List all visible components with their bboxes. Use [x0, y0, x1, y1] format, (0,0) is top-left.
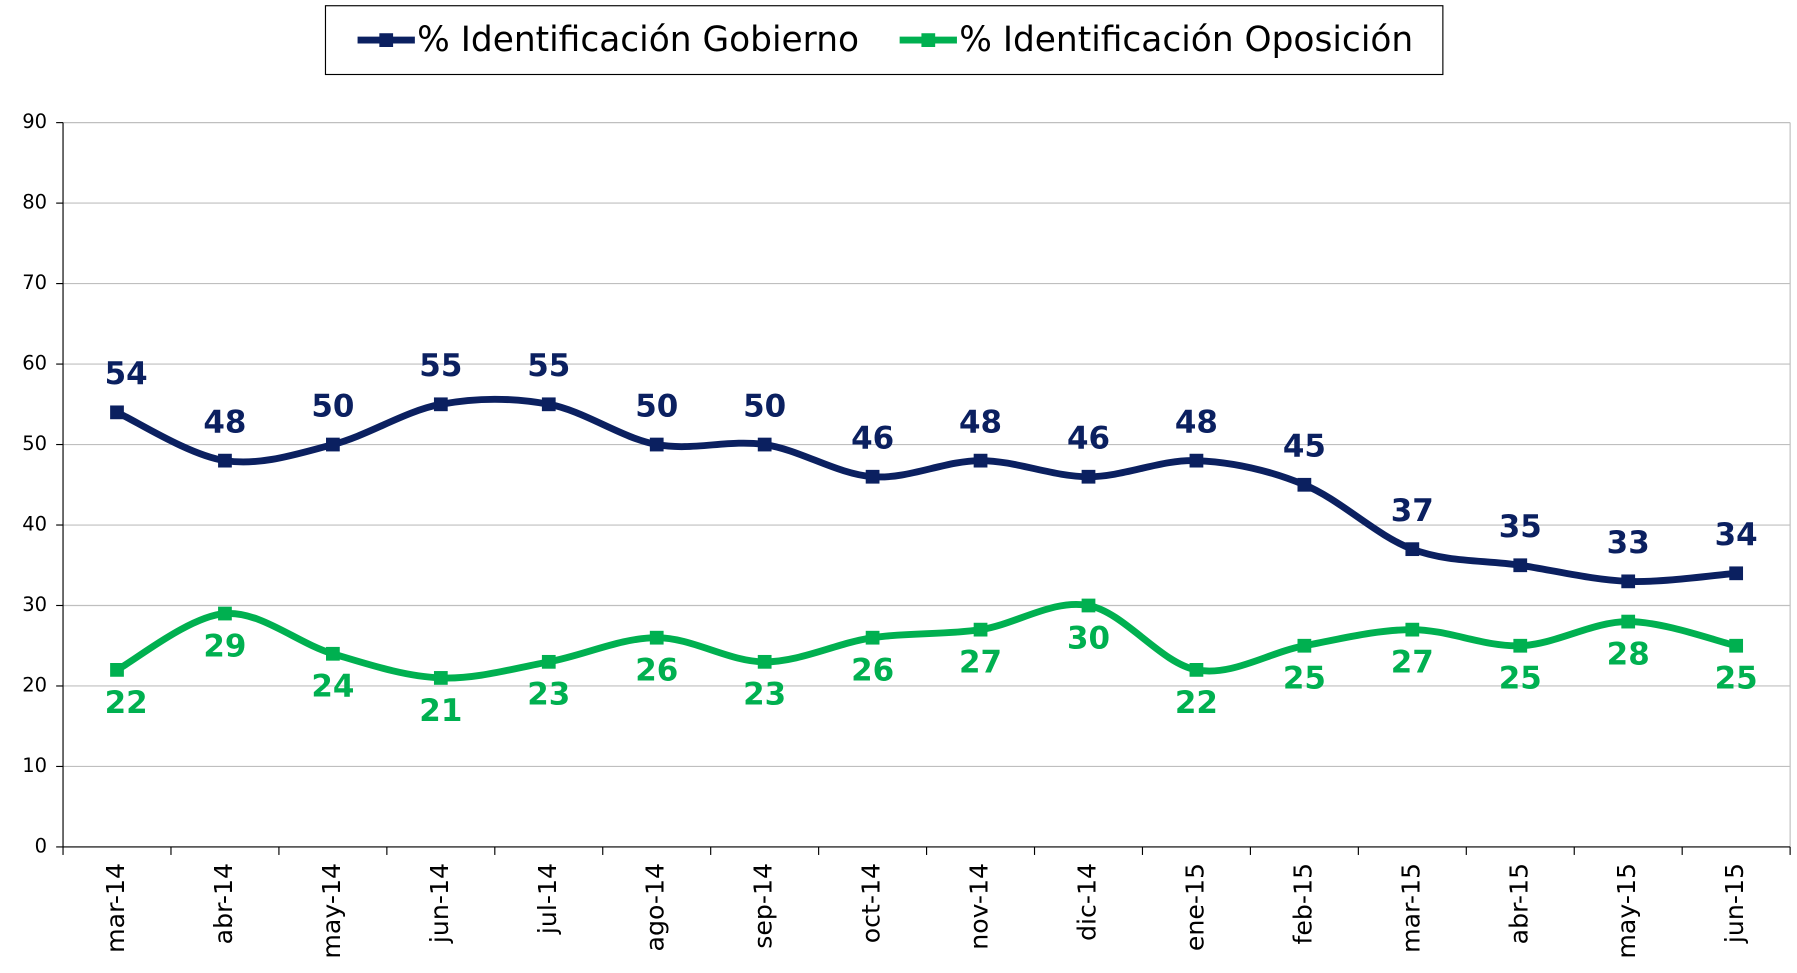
marker	[973, 453, 988, 468]
x-tick-label: sep-14	[749, 863, 778, 949]
y-tick-label: 10	[22, 754, 47, 777]
x-tick-label: may-15	[1612, 863, 1641, 959]
data-label: 48	[1175, 404, 1218, 440]
data-label: 29	[203, 628, 246, 664]
marker	[1405, 622, 1420, 637]
data-label: 25	[1715, 661, 1758, 697]
marker	[1189, 663, 1204, 677]
marker	[757, 654, 772, 669]
marker	[110, 663, 124, 677]
y-tick-label: 40	[22, 513, 47, 536]
data-label: 45	[1283, 429, 1326, 465]
data-label: 26	[851, 653, 894, 689]
data-label: 23	[743, 677, 786, 713]
marker	[865, 630, 880, 645]
y-tick-label: 0	[35, 834, 47, 857]
data-label: 54	[105, 356, 148, 392]
y-tick-label: 90	[22, 110, 47, 133]
y-tick-label: 30	[22, 593, 47, 616]
data-label: 22	[1175, 685, 1218, 721]
x-tick-label: dic-14	[1072, 863, 1101, 941]
marker	[973, 622, 988, 637]
data-label: 25	[1499, 661, 1542, 697]
data-label: 27	[1391, 645, 1434, 681]
x-tick-label: ago-14	[641, 863, 670, 952]
legend-marker	[921, 33, 936, 47]
y-tick-label: 70	[22, 271, 47, 294]
marker	[1405, 542, 1420, 557]
x-tick-label: mar-15	[1396, 863, 1425, 953]
x-tick-label: oct-14	[857, 863, 886, 943]
marker	[110, 405, 124, 420]
marker	[1189, 453, 1204, 468]
data-label: 22	[105, 685, 148, 721]
y-tick-label: 80	[22, 191, 47, 214]
x-tick-label: jun-14	[425, 863, 454, 944]
marker	[1513, 558, 1528, 573]
marker	[1621, 614, 1636, 629]
data-label: 46	[851, 421, 894, 457]
data-label: 28	[1607, 636, 1650, 672]
marker	[326, 437, 340, 452]
marker	[649, 437, 664, 452]
marker	[218, 453, 232, 468]
data-label: 55	[527, 348, 570, 384]
data-label: 50	[635, 388, 678, 424]
data-label: 24	[311, 669, 354, 705]
x-tick-label: abr-15	[1504, 863, 1533, 944]
marker	[541, 654, 556, 669]
marker	[433, 671, 448, 685]
marker	[218, 606, 232, 621]
marker	[541, 397, 556, 412]
marker	[1081, 469, 1096, 484]
marker	[649, 630, 664, 645]
x-tick-label: abr-14	[209, 863, 238, 944]
legend-box	[324, 5, 1444, 76]
marker	[1621, 574, 1636, 589]
marker	[1513, 638, 1528, 653]
data-label: 23	[527, 677, 570, 713]
data-label: 25	[1283, 661, 1326, 697]
y-tick-label: 60	[22, 352, 47, 375]
x-tick-label: nov-14	[965, 863, 994, 950]
data-label: 46	[1067, 421, 1110, 457]
data-label: 55	[419, 348, 462, 384]
marker	[1081, 598, 1096, 613]
marker	[1297, 477, 1312, 492]
marker	[326, 646, 340, 661]
marker	[865, 469, 880, 484]
x-tick-label: mar-14	[101, 863, 130, 953]
y-tick-label: 50	[22, 432, 47, 455]
data-label: 35	[1499, 509, 1542, 545]
data-label: 30	[1067, 620, 1110, 656]
x-tick-label: jul-14	[533, 863, 562, 935]
data-label: 21	[419, 693, 462, 729]
x-tick-label: feb-15	[1288, 863, 1317, 945]
line	[115, 600, 1737, 682]
data-label: 48	[203, 404, 246, 440]
data-label: 50	[743, 388, 786, 424]
x-tick-label: ene-15	[1180, 863, 1209, 951]
data-label: 37	[1391, 493, 1434, 529]
legend-marker	[379, 33, 394, 47]
data-label: 50	[311, 388, 354, 424]
data-label: 33	[1607, 525, 1650, 561]
x-tick-label: may-14	[317, 863, 346, 959]
x-tick-label: jun-15	[1720, 863, 1749, 944]
marker	[1729, 566, 1744, 581]
legend-label: % Identificación Gobierno	[417, 20, 859, 60]
marker	[757, 437, 772, 452]
marker	[1297, 638, 1312, 653]
data-label: 27	[959, 645, 1002, 681]
data-label: 26	[635, 653, 678, 689]
y-tick-label: 20	[22, 673, 47, 696]
line	[115, 395, 1737, 585]
marker	[1729, 638, 1744, 653]
legend-label: % Identificación Oposición	[959, 20, 1413, 60]
data-label: 48	[959, 404, 1002, 440]
marker	[433, 397, 448, 412]
data-label: 34	[1715, 517, 1758, 553]
